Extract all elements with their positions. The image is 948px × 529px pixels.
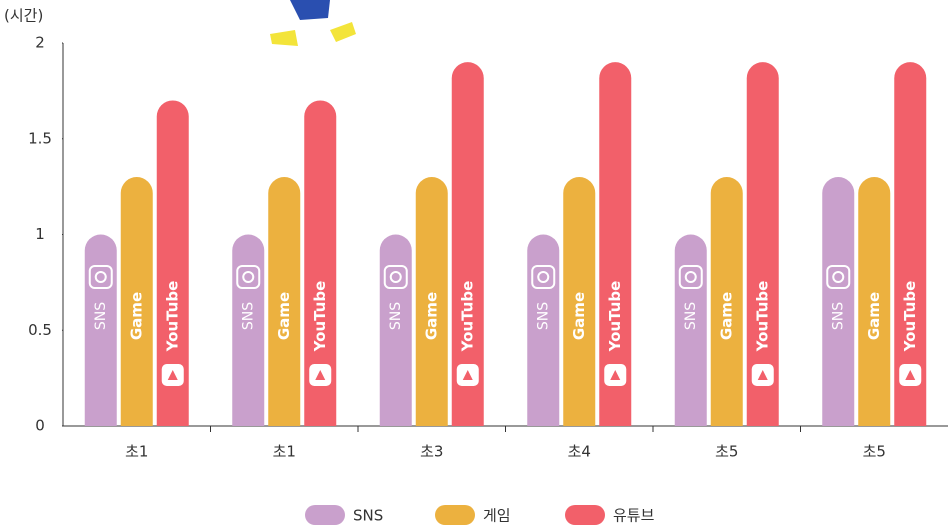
- bar-logo-text: SNS: [388, 302, 404, 330]
- bar-logo-text: YouTube: [901, 281, 919, 353]
- bar-logo-text: YouTube: [458, 281, 476, 353]
- page: (시간) 0 0.5 1 1.5 2 초1 SNS Game YouTube 초1 SNS Game Y…: [0, 0, 948, 529]
- bar-logo-text: Game: [865, 292, 883, 340]
- legend-label: 유튜브: [613, 507, 655, 525]
- character-decoration: [270, 0, 356, 46]
- bar: [822, 177, 854, 426]
- y-tick-label: 0.5: [28, 321, 52, 339]
- legend-label: 게임: [483, 507, 511, 525]
- legend-label: SNS: [353, 507, 383, 525]
- x-tick-label: 초1: [125, 443, 148, 461]
- legend-swatch: [565, 505, 605, 525]
- bar-logo-text: Game: [570, 292, 588, 340]
- y-axis-label: (시간): [4, 7, 43, 25]
- legend-swatch: [435, 505, 475, 525]
- y-tick-label: 1.5: [28, 129, 52, 147]
- bar-logo-text: SNS: [93, 302, 109, 330]
- bar-logo-text: YouTube: [163, 281, 181, 353]
- y-tick-label: 0: [35, 417, 45, 435]
- x-tick-label: 초5: [715, 443, 738, 461]
- bar-logo-text: SNS: [240, 302, 256, 330]
- bar-logo-text: SNS: [535, 302, 551, 330]
- bar-logo-text: SNS: [830, 302, 846, 330]
- bar-logo-text: YouTube: [606, 281, 624, 353]
- x-tick-label: 초1: [273, 443, 296, 461]
- legend-swatch: [305, 505, 345, 525]
- y-tick-label: 1: [35, 225, 45, 243]
- y-tick-label: 2: [35, 34, 45, 52]
- bar-logo-text: SNS: [683, 302, 699, 330]
- chart: (시간) 0 0.5 1 1.5 2 초1 SNS Game YouTube 초1 SNS Game Y…: [0, 0, 948, 529]
- bar-logo-text: Game: [275, 292, 293, 340]
- bar-logo-text: Game: [422, 292, 440, 340]
- bar-logo-text: YouTube: [753, 281, 771, 353]
- x-tick-label: 초4: [568, 443, 591, 461]
- x-tick-label: 초5: [863, 443, 886, 461]
- bar-logo-text: Game: [127, 292, 145, 340]
- bar-logo-text: Game: [717, 292, 735, 340]
- bar-logo-text: YouTube: [311, 281, 329, 353]
- x-tick-label: 초3: [420, 443, 443, 461]
